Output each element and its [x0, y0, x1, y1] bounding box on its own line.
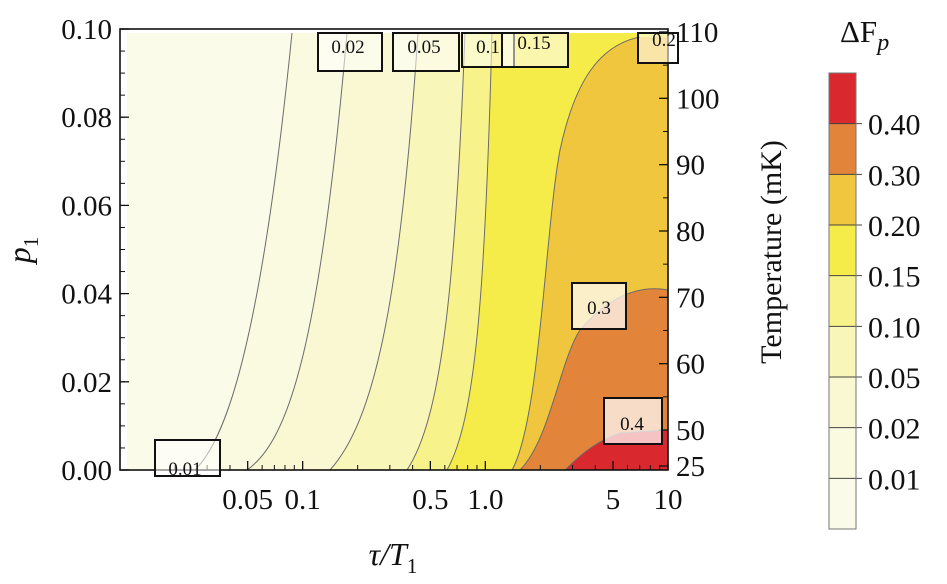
y-tick-label: 0.02	[61, 367, 112, 399]
contour-label-box	[392, 32, 460, 72]
contour-label-text: 0.02	[331, 37, 364, 58]
contour-label-box	[501, 32, 569, 68]
colorbar-swatch	[829, 326, 856, 377]
contour-line-1	[246, 32, 348, 471]
contour-label-text: 0.01	[168, 459, 201, 480]
y2-tick-label: 80	[676, 216, 705, 248]
x-tick-label: 0.5	[412, 484, 448, 516]
contour-labels: 0.01 0.02 0.05 0.1 0.15 0.2 0.3 0.4	[154, 30, 679, 480]
y2-axis-title: Temperature (mK)	[755, 140, 788, 364]
contour-label-text: 0.1	[476, 37, 500, 58]
colorbar-swatch	[829, 73, 856, 124]
contour-line-6	[519, 288, 669, 471]
colorbar-swatch	[829, 427, 856, 479]
x-tick-label: 10	[654, 484, 683, 516]
colorbar: 0.40 0.30 0.20 0.15 0.10 0.05 0.02 0.01 ΔFp	[828, 14, 921, 530]
y2-tick-label: 100	[676, 83, 720, 115]
contour-label-box	[154, 439, 221, 477]
y2-tick-label: 25	[676, 451, 705, 483]
x-tick-label: 0.05	[222, 484, 273, 516]
x-tick-label: 1.0	[467, 484, 503, 516]
colorbar-swatch	[829, 225, 856, 276]
y2-tick-label: 110	[676, 17, 718, 49]
y-tick-label: 0.10	[61, 14, 112, 46]
y2-tick-label: 50	[676, 415, 705, 447]
contour-label: 0.3	[571, 282, 627, 330]
contour-label: 0.15	[501, 32, 569, 68]
contour-label-text: 0.2	[652, 30, 676, 51]
contour-label-text: 0.4	[620, 414, 644, 435]
colorbar-swatch	[829, 478, 856, 529]
contour-label: 0.02	[317, 32, 383, 72]
y2-tick-label: 90	[676, 150, 705, 182]
contour-label-text: 0.3	[587, 298, 611, 319]
contour-label-box	[637, 32, 679, 64]
contour-label: 0.4	[603, 397, 663, 445]
contour-line-3	[406, 32, 466, 471]
contour-label-text: 0.05	[407, 37, 440, 58]
x-tick-label: 5	[606, 484, 621, 516]
contour-label: 0.01	[154, 439, 221, 480]
contour-label-box	[317, 32, 383, 72]
axis-ticks	[120, 28, 669, 471]
colorbar-tick-label: 0.10	[868, 311, 921, 344]
contour-label-box	[603, 397, 663, 445]
colorbar-swatch	[829, 377, 856, 428]
y-axis-title: p1	[1, 237, 43, 266]
y2-axis-title-group: Temperature (mK)	[755, 140, 788, 364]
colorbar-tick-label: 0.30	[868, 159, 921, 192]
colorbar-swatch	[829, 123, 856, 175]
x-tick-label: 0.1	[285, 484, 321, 516]
y-tick-label: 0.00	[61, 455, 112, 487]
contour-label: 0.05	[392, 32, 460, 72]
colorbar-swatch	[829, 174, 856, 225]
y2-tick-label: 70	[676, 282, 705, 314]
y2-tick-label: 60	[676, 349, 705, 381]
contour-line-2	[329, 32, 419, 471]
y-tick-label: 0.04	[61, 279, 112, 311]
colorbar-tick-label: 0.20	[868, 210, 921, 243]
y-tick-label: 0.06	[61, 190, 112, 222]
colorbar-tick-label: 0.05	[868, 362, 921, 395]
contour-label-box	[571, 282, 627, 330]
contour-line-4	[446, 32, 493, 471]
colorbar-tick-label: 0.02	[868, 413, 921, 446]
colorbar-tick-label: 0.15	[868, 261, 921, 294]
axes-text: 0.00 0.02 0.04 0.06 0.08 0.10 0.05 0.1 0.5 1.0 5 10…	[1, 14, 788, 578]
contour-label-text: 0.15	[517, 33, 550, 54]
colorbar-tick-label: 0.40	[868, 109, 921, 142]
contour-label: 0.2	[637, 30, 679, 64]
y-axis-title-group: p1	[1, 237, 43, 266]
x-axis-title: τ/T1	[369, 536, 418, 578]
y-tick-label: 0.08	[61, 102, 112, 134]
colorbar-border	[828, 72, 857, 530]
colorbar-title: ΔFp	[840, 14, 889, 56]
contour-line-5	[511, 36, 641, 471]
colorbar-tick-label: 0.01	[868, 463, 921, 496]
colorbar-swatch	[829, 275, 856, 327]
